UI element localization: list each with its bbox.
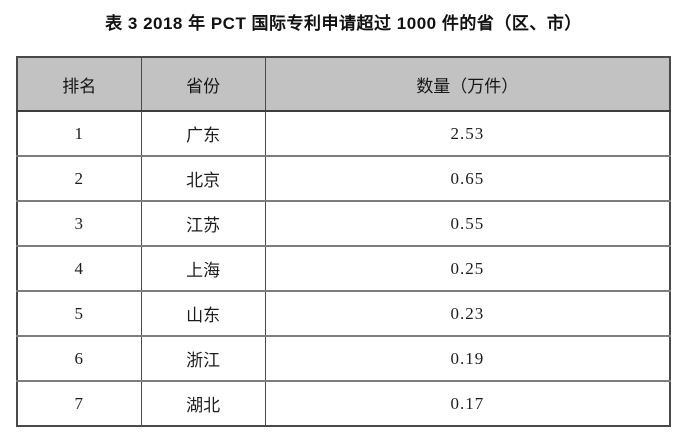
- rank-cell: 7: [16, 380, 142, 426]
- table-row: 1 广东 2.53: [16, 110, 671, 157]
- table-row: 7 湖北 0.17: [16, 380, 671, 426]
- rank-cell: 2: [16, 155, 142, 202]
- province-cell: 江苏: [140, 200, 266, 247]
- header-cell-rank: 排名: [16, 57, 142, 112]
- table-row: 5 山东 0.23: [16, 290, 671, 337]
- rank-cell: 4: [16, 245, 142, 292]
- province-cell: 湖北: [140, 380, 266, 426]
- rank-cell: 6: [16, 335, 142, 382]
- table-row: 4 上海 0.25: [16, 245, 671, 292]
- pct-patent-table: 排名 省份 数量（万件） 1 广东 2.53 2 北京 0.65: [16, 56, 671, 427]
- rank-cell: 1: [16, 110, 142, 157]
- quantity-cell: 0.25: [264, 245, 671, 292]
- table-row: 2 北京 0.65: [16, 155, 671, 202]
- province-cell: 广东: [140, 110, 266, 157]
- province-cell: 上海: [140, 245, 266, 292]
- header-cell-quantity: 数量（万件）: [264, 57, 671, 112]
- table-header: 排名 省份 数量（万件）: [16, 57, 671, 112]
- rank-cell: 5: [16, 290, 142, 337]
- table-caption: 表 3 2018 年 PCT 国际专利申请超过 1000 件的省（区、市）: [105, 14, 582, 33]
- quantity-cell: 0.23: [264, 290, 671, 337]
- quantity-cell: 0.55: [264, 200, 671, 247]
- quantity-cell: 2.53: [264, 110, 671, 157]
- table-row: 3 江苏 0.55: [16, 200, 671, 247]
- rank-cell: 3: [16, 200, 142, 247]
- quantity-cell: 0.17: [264, 380, 671, 426]
- header-cell-province: 省份: [140, 57, 266, 112]
- province-cell: 浙江: [140, 335, 266, 382]
- province-cell: 北京: [140, 155, 266, 202]
- table-row: 6 浙江 0.19: [16, 335, 671, 382]
- quantity-cell: 0.65: [264, 155, 671, 202]
- quantity-cell: 0.19: [264, 335, 671, 382]
- table-body: 1 广东 2.53 2 北京 0.65 3 江苏 0.55 4: [16, 110, 671, 426]
- province-cell: 山东: [140, 290, 266, 337]
- header-row: 排名 省份 数量（万件）: [16, 57, 671, 112]
